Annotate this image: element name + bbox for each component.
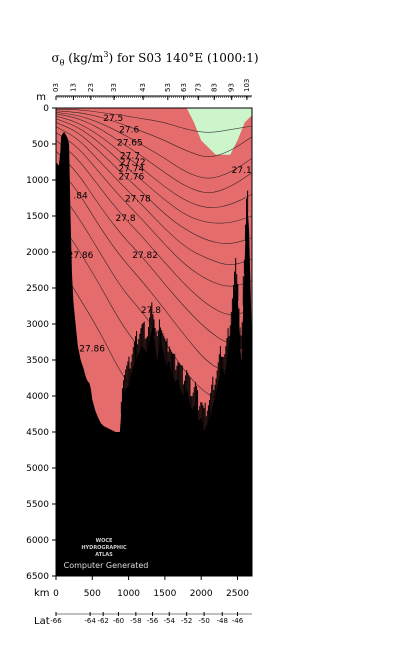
lat-tick-label-4: -58 (130, 617, 141, 625)
contour-line-6 (56, 122, 252, 244)
contour-label-6: 27.76 (118, 172, 144, 182)
y-tick-label-8: 4000 (26, 392, 49, 402)
lat-tick-label-6: -54 (164, 617, 176, 625)
contour-label-1: 27.6 (119, 125, 139, 135)
contour-label-9: .84 (73, 192, 88, 202)
plot-frame (55, 107, 253, 577)
station-tick-label-2: 23 (87, 83, 95, 92)
contour-line-8 (56, 132, 252, 287)
y-tick-label-5: 2500 (26, 284, 49, 294)
lat-tick-label-5: -56 (147, 617, 159, 625)
contour-line-2 (56, 112, 252, 179)
station-tick-label-9: 93 (228, 83, 236, 92)
station-tick-label-6: 63 (180, 83, 188, 92)
lat-tick-label-0: -66 (50, 617, 62, 625)
x-tick-label-4: 2000 (190, 589, 213, 599)
contour-line-1 (56, 110, 252, 157)
contour-line-0 (56, 109, 252, 133)
x-tick-label-1: 500 (84, 589, 101, 599)
contour-label-4: 27.72 (120, 158, 146, 168)
station-tick-label-5: 53 (164, 83, 172, 92)
contour-line-7 (56, 126, 252, 265)
tick-labels: 0500100015002000250030003500400045005000… (26, 79, 252, 627)
lat-tick-label-7: -52 (181, 617, 192, 625)
contour-label-12: 27.86 (68, 251, 94, 261)
x-tick-label-0: 0 (53, 589, 59, 599)
contour-label-10: 27.8 (116, 214, 136, 224)
lat-unit-label: Lat (34, 616, 50, 627)
y-tick-label-13: 6500 (26, 572, 49, 582)
y-tick-label-2: 1000 (26, 176, 49, 186)
contour-label-11: 27.82 (132, 251, 158, 261)
contour-line-4 (56, 115, 252, 208)
watermark-line2: HYDROGRAPHIC (81, 545, 127, 551)
y-tick-label-0: 0 (43, 104, 49, 114)
watermark-line3: ATLAS (95, 552, 113, 558)
lat-tick-label-3: -60 (113, 617, 124, 625)
y-tick-label-6: 3000 (26, 320, 49, 330)
contour-label-7: 27.1 (232, 166, 252, 176)
x-tick-label-3: 1500 (153, 589, 176, 599)
y-tick-label-9: 4500 (26, 428, 49, 438)
station-tick-label-4: 43 (139, 83, 147, 92)
watermark-line1: WOCE (96, 538, 113, 544)
contour-label-0: 27.5 (103, 114, 123, 124)
y-tick-label-7: 3500 (26, 356, 49, 366)
y-tick-label-3: 1500 (26, 212, 49, 222)
x-tick-label-5: 2500 (226, 589, 249, 599)
y-tick-label-11: 5500 (26, 500, 49, 510)
watermark-credit: Computer Generated (64, 561, 149, 570)
station-tick-label-1: 13 (69, 83, 77, 92)
lat-tick-label-2: -62 (97, 617, 108, 625)
y-unit-label: m (36, 92, 46, 103)
contour-label-3: 27.7 (120, 151, 140, 161)
x-tick-label-2: 1000 (117, 589, 140, 599)
x-unit-label: km (34, 588, 50, 599)
chart-title: σθ (kg/m3) for S03 140°E (1000:1) (51, 50, 259, 68)
contour-line-9 (56, 140, 252, 315)
y-tick-label-1: 500 (32, 140, 49, 150)
contour-line-10 (56, 150, 252, 344)
watermark: WOCE HYDROGRAPHIC ATLAS Computer Generat… (64, 538, 149, 570)
lat-tick-label-1: -64 (84, 617, 96, 625)
contour-label-13: 27.8 (141, 306, 161, 316)
lat-tick-label-9: -48 (217, 617, 228, 625)
station-tick-label-0: 03 (52, 83, 60, 92)
station-tick-label-10: 103 (243, 79, 251, 92)
y-tick-label-10: 5000 (26, 464, 49, 474)
station-tick-label-8: 83 (210, 83, 218, 92)
y-tick-label-12: 6000 (26, 536, 49, 546)
contour-line-3 (56, 113, 252, 193)
contour-label-5: 27.74 (118, 164, 144, 174)
contour-label-8: 27.78 (125, 195, 151, 205)
lat-tick-label-8: -50 (198, 617, 209, 625)
y-tick-label-4: 2000 (26, 248, 49, 258)
station-tick-label-7: 73 (194, 83, 202, 92)
contour-line-5 (56, 118, 252, 224)
contour-label-2: 27.65 (117, 138, 143, 148)
contour-label-14: 27.86 (79, 344, 105, 354)
station-tick-label-3: 33 (110, 83, 118, 92)
lat-tick-label-10: -46 (232, 617, 244, 625)
ocean-bottom (56, 131, 252, 576)
bathymetry (56, 131, 252, 576)
